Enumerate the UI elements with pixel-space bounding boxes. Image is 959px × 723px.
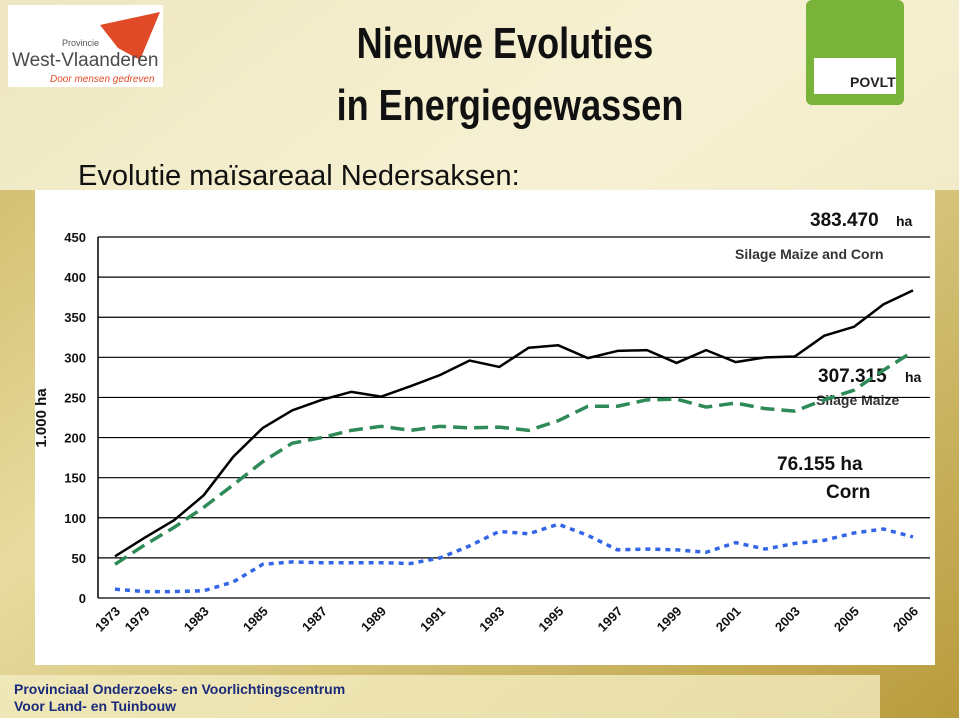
title-line1: Nieuwe Evoluties [357, 19, 654, 68]
logo-right-text: POVLT [850, 74, 896, 90]
annotation-value: 307.315 [818, 366, 887, 387]
y-tick-label: 450 [64, 230, 86, 245]
annotation-label: Silage Maize and Corn [735, 246, 884, 262]
logo-right-inner [814, 58, 896, 94]
y-tick-label: 250 [64, 390, 86, 405]
logo-slogan: Door mensen gedreven [50, 74, 155, 85]
logo-name: West-Vlaanderen [12, 50, 158, 71]
annotation-unit: ha [905, 369, 922, 385]
y-axis-label: 1.000 ha [33, 388, 50, 448]
y-tick-label: 50 [72, 551, 86, 566]
footer-line1: Provinciaal Onderzoeks- en Voorlichtings… [14, 681, 345, 697]
series-line [114, 289, 914, 558]
annotation-unit: ha [896, 213, 913, 229]
y-tick-label: 300 [64, 350, 86, 365]
footer-band [0, 675, 880, 718]
annotation-label: Corn [826, 482, 870, 503]
footer-line2: Voor Land- en Tuinbouw [14, 698, 176, 714]
y-tick-label: 0 [79, 591, 86, 606]
subtitle: Evolutie maïsareaal Nedersaksen: [78, 160, 520, 192]
title-line2: in Energiegewassen [337, 81, 684, 130]
annotation-label: Silage Maize [816, 392, 899, 408]
annotation-value: 76.155 ha [777, 454, 863, 475]
y-tick-label: 100 [64, 511, 86, 526]
y-tick-label: 350 [64, 310, 86, 325]
y-tick-label: 400 [64, 270, 86, 285]
series-line [114, 522, 914, 594]
logo-small: Provincie [62, 38, 99, 48]
y-tick-label: 150 [64, 471, 86, 486]
annotation-value: 383.470 [810, 210, 879, 231]
y-tick-label: 200 [64, 431, 86, 446]
logo-left-shape [100, 12, 160, 60]
